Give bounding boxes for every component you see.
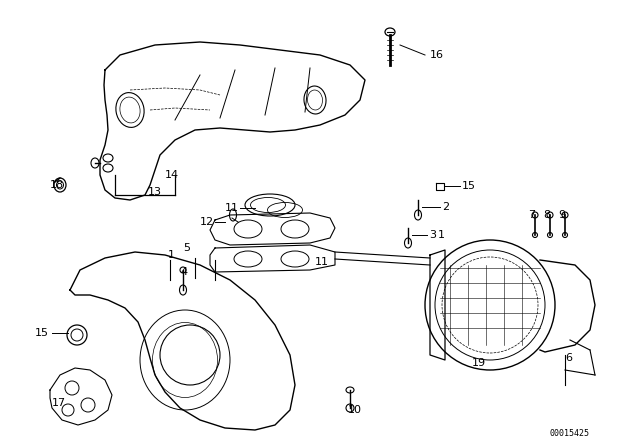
Text: 11: 11 (315, 257, 329, 267)
Ellipse shape (562, 212, 568, 218)
Text: 2: 2 (442, 202, 449, 212)
Ellipse shape (385, 28, 395, 36)
Text: 00015425: 00015425 (550, 429, 590, 438)
Text: 3: 3 (429, 230, 436, 240)
Ellipse shape (180, 267, 186, 273)
Ellipse shape (547, 233, 552, 237)
Text: 15: 15 (462, 181, 476, 191)
Text: 15: 15 (35, 328, 49, 338)
Ellipse shape (563, 233, 568, 237)
Text: 8: 8 (543, 210, 550, 220)
Text: 17: 17 (52, 398, 66, 408)
Text: 7: 7 (528, 210, 535, 220)
Text: 16: 16 (430, 50, 444, 60)
Text: 6: 6 (565, 353, 572, 363)
Text: 5: 5 (183, 243, 190, 253)
Text: 11: 11 (225, 203, 239, 213)
Ellipse shape (346, 404, 354, 412)
Text: 9: 9 (558, 210, 565, 220)
Ellipse shape (532, 212, 538, 218)
Text: 14: 14 (165, 170, 179, 180)
Text: 13: 13 (148, 187, 162, 197)
Text: 1: 1 (168, 250, 175, 260)
Text: 12: 12 (200, 217, 214, 227)
Text: 18: 18 (50, 180, 64, 190)
Text: 19: 19 (472, 358, 486, 368)
Text: 4: 4 (180, 267, 187, 277)
Ellipse shape (532, 233, 538, 237)
Ellipse shape (547, 212, 553, 218)
Text: 10: 10 (348, 405, 362, 415)
Text: 1: 1 (438, 230, 445, 240)
